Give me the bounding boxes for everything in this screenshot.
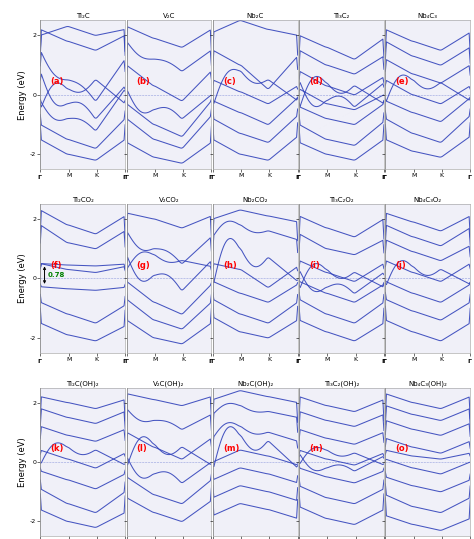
Title: Nb₄C₃(OH)₂: Nb₄C₃(OH)₂ bbox=[408, 381, 447, 387]
Title: Ti₂C(OH)₂: Ti₂C(OH)₂ bbox=[66, 381, 99, 387]
Text: (l): (l) bbox=[137, 444, 147, 453]
Title: Ti₃C₂(OH)₂: Ti₃C₂(OH)₂ bbox=[324, 381, 359, 387]
Text: (k): (k) bbox=[50, 444, 64, 453]
Title: V₂CO₂: V₂CO₂ bbox=[159, 197, 179, 203]
Text: (e): (e) bbox=[395, 77, 409, 86]
Text: (h): (h) bbox=[223, 260, 237, 270]
Y-axis label: Energy (eV): Energy (eV) bbox=[18, 437, 27, 487]
Text: (b): (b) bbox=[137, 77, 150, 86]
Text: (a): (a) bbox=[50, 77, 64, 86]
Title: Nb₂CO₂: Nb₂CO₂ bbox=[243, 197, 268, 203]
Y-axis label: Energy (eV): Energy (eV) bbox=[18, 70, 27, 120]
Text: (c): (c) bbox=[223, 77, 236, 86]
Title: Nb₄C₃: Nb₄C₃ bbox=[418, 13, 438, 19]
Text: (f): (f) bbox=[50, 260, 62, 270]
Title: Nb₂C(OH)₂: Nb₂C(OH)₂ bbox=[237, 381, 273, 387]
Title: Ti₂CO₂: Ti₂CO₂ bbox=[72, 197, 94, 203]
Text: (n): (n) bbox=[309, 444, 323, 453]
Text: (d): (d) bbox=[309, 77, 323, 86]
Text: 0.78: 0.78 bbox=[47, 272, 65, 278]
Title: V₂C: V₂C bbox=[163, 13, 175, 19]
Title: Nb₄C₃O₂: Nb₄C₃O₂ bbox=[414, 197, 442, 203]
Title: Nb₂C: Nb₂C bbox=[246, 13, 264, 19]
Title: Ti₂C: Ti₂C bbox=[76, 13, 90, 19]
Text: (j): (j) bbox=[395, 260, 406, 270]
Title: Ti₃C₂O₂: Ti₃C₂O₂ bbox=[329, 197, 354, 203]
Text: (o): (o) bbox=[395, 444, 409, 453]
Text: (m): (m) bbox=[223, 444, 239, 453]
Title: V₂C(OH)₂: V₂C(OH)₂ bbox=[153, 381, 185, 387]
Text: (g): (g) bbox=[137, 260, 150, 270]
Text: (i): (i) bbox=[309, 260, 320, 270]
Title: Ti₃C₂: Ti₃C₂ bbox=[333, 13, 350, 19]
Y-axis label: Energy (eV): Energy (eV) bbox=[18, 253, 27, 303]
